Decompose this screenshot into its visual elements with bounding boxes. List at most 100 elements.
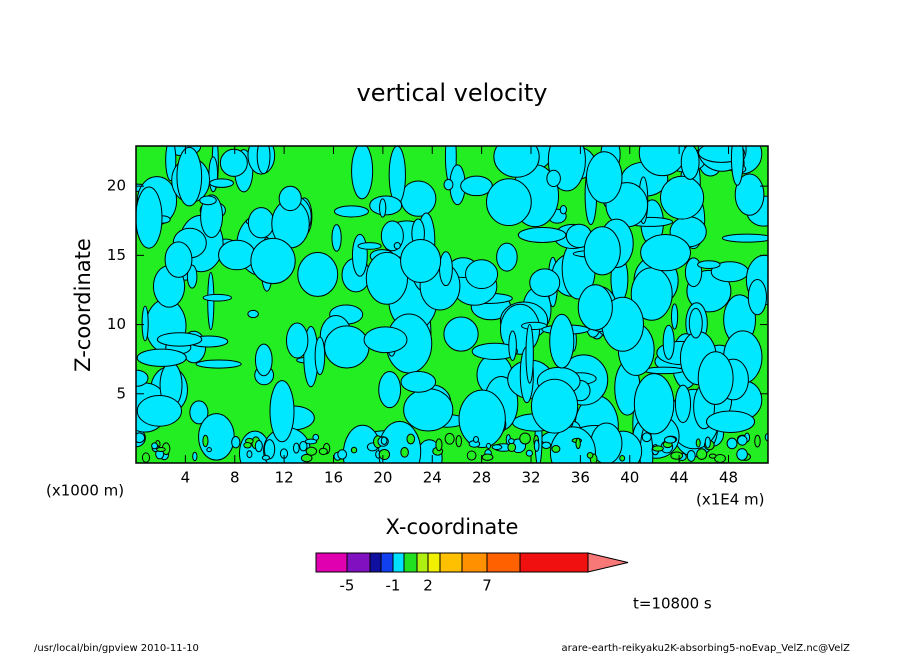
colorbar-tick-label: -5 bbox=[340, 577, 355, 595]
x-tick-label: 44 bbox=[670, 469, 689, 487]
contour-field bbox=[136, 146, 768, 463]
field-blob bbox=[680, 146, 700, 180]
field-blob bbox=[318, 447, 328, 456]
field-blob bbox=[640, 233, 691, 272]
field-blob bbox=[136, 432, 146, 444]
field-blob bbox=[218, 239, 256, 271]
field-blob bbox=[439, 251, 453, 287]
field-blob bbox=[365, 251, 409, 305]
field-blob bbox=[243, 441, 252, 449]
x-tick-label: 20 bbox=[373, 469, 392, 487]
y-axis-label: Z-coordinate bbox=[71, 238, 95, 372]
field-blob bbox=[186, 264, 198, 289]
field-blob bbox=[485, 178, 532, 227]
field-blob bbox=[530, 378, 579, 434]
field-blob bbox=[737, 435, 748, 446]
colorbar-cell bbox=[427, 552, 441, 573]
colorbar-cell bbox=[380, 552, 394, 573]
colorbar-cell bbox=[403, 552, 418, 573]
x-tick-label: 12 bbox=[275, 469, 294, 487]
field-blob bbox=[705, 410, 756, 433]
field-blob bbox=[151, 442, 158, 450]
x-tick-label: 28 bbox=[472, 469, 491, 487]
field-blob bbox=[696, 448, 708, 460]
field-blob bbox=[304, 438, 318, 445]
field-blob bbox=[485, 442, 492, 449]
field-blob bbox=[754, 434, 761, 448]
field-blob bbox=[400, 370, 437, 393]
field-blob bbox=[202, 293, 232, 302]
field-blob bbox=[141, 305, 149, 342]
field-blob bbox=[695, 438, 701, 448]
y-tick-label: 5 bbox=[116, 384, 126, 402]
colorbar-cell bbox=[461, 552, 488, 573]
field-blob bbox=[670, 451, 684, 460]
colorbar-arrow bbox=[587, 552, 629, 573]
field-blob bbox=[247, 309, 259, 319]
field-blob bbox=[269, 380, 295, 443]
field-blob bbox=[363, 326, 408, 354]
field-blob bbox=[192, 451, 198, 462]
field-blob bbox=[231, 435, 241, 449]
x-tick-label: 36 bbox=[571, 469, 590, 487]
field-blob bbox=[285, 322, 309, 359]
field-blob bbox=[466, 450, 477, 461]
field-blob bbox=[517, 227, 567, 243]
field-blob bbox=[443, 316, 479, 352]
field-blob bbox=[444, 432, 455, 445]
field-blob bbox=[458, 389, 506, 449]
field-blob bbox=[261, 455, 270, 461]
field-blob bbox=[256, 146, 271, 175]
field-blob bbox=[351, 233, 368, 277]
field-blob bbox=[337, 449, 348, 460]
x-tick-label: 16 bbox=[324, 469, 343, 487]
field-blob bbox=[299, 440, 308, 452]
field-blob bbox=[633, 373, 675, 435]
colorbar-cell bbox=[439, 552, 463, 573]
field-blob bbox=[662, 324, 675, 360]
field-blob bbox=[254, 343, 273, 377]
y-tick-label: 15 bbox=[107, 246, 126, 264]
colorbar-cell bbox=[315, 552, 348, 573]
x-tick-label: 40 bbox=[620, 469, 639, 487]
field-blob bbox=[708, 453, 717, 459]
field-blob bbox=[559, 205, 568, 215]
colorbar-tick-label: -1 bbox=[386, 577, 401, 595]
chart-title: vertical velocity bbox=[357, 79, 548, 107]
field-blob bbox=[734, 173, 765, 216]
field-blob bbox=[176, 146, 203, 207]
field-blob bbox=[529, 268, 561, 298]
field-blob bbox=[726, 437, 738, 450]
field-blob bbox=[508, 438, 515, 445]
field-blob bbox=[541, 441, 552, 449]
x-unit: (x1E4 m) bbox=[696, 491, 765, 509]
field-blob bbox=[671, 303, 679, 330]
field-blob bbox=[400, 238, 442, 284]
field-blob bbox=[378, 371, 402, 409]
field-blob bbox=[659, 175, 705, 220]
field-blob bbox=[460, 175, 493, 197]
x-tick-label: 48 bbox=[719, 469, 738, 487]
field-blob bbox=[619, 455, 626, 462]
colorbar-cell bbox=[416, 552, 429, 573]
field-blob bbox=[674, 384, 692, 424]
field-blob bbox=[508, 330, 517, 361]
colorbar-cell bbox=[369, 552, 382, 573]
field-blob bbox=[324, 325, 370, 369]
field-blob bbox=[643, 366, 685, 375]
field-blob bbox=[209, 178, 234, 188]
field-blob bbox=[400, 447, 409, 458]
field-blob bbox=[297, 252, 339, 297]
field-blob bbox=[575, 437, 581, 450]
field-blob bbox=[136, 348, 187, 367]
field-blob bbox=[141, 452, 151, 463]
field-blob bbox=[455, 434, 463, 448]
field-blob bbox=[246, 450, 253, 459]
field-blob bbox=[250, 237, 296, 285]
field-blob bbox=[747, 278, 767, 316]
field-blob bbox=[300, 453, 313, 463]
field-blob bbox=[465, 259, 499, 290]
field-blob bbox=[697, 260, 721, 269]
field-blob bbox=[577, 284, 613, 331]
